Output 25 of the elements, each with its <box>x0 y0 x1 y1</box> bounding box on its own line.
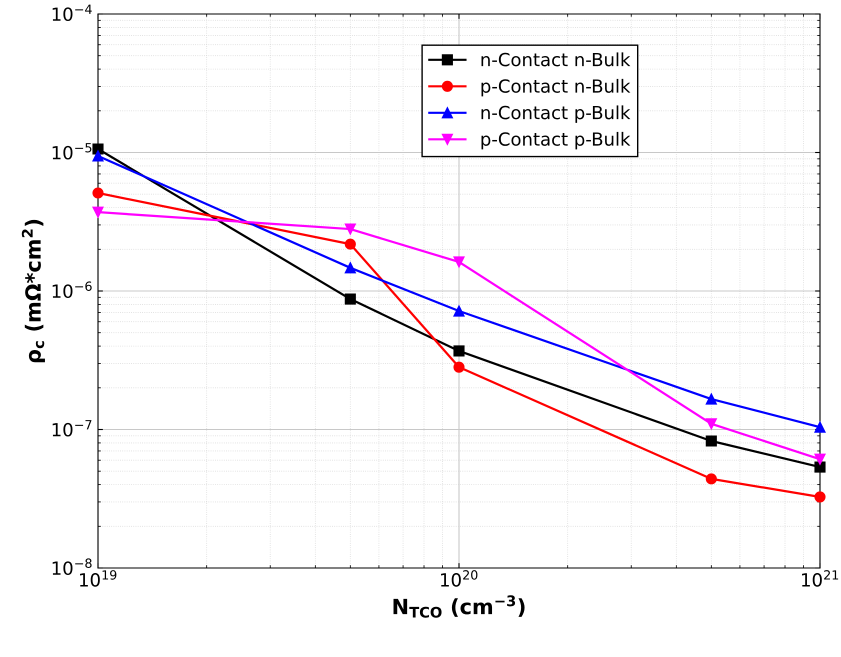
point <box>92 143 104 155</box>
point <box>92 150 104 162</box>
point <box>92 206 104 218</box>
point <box>92 187 104 199</box>
point <box>814 454 826 465</box>
y-tick-label: 10$^{−7}$ <box>52 420 92 436</box>
y-axis-title: ρ$_{c}$ (mΩ*cm$^{2}$) <box>22 220 45 362</box>
point <box>814 491 826 502</box>
x-tick-label: 10$^{19}$ <box>80 570 116 587</box>
point <box>453 256 465 268</box>
y-tick-label: 10$^{−6}$ <box>52 281 92 298</box>
y-tick-label: 10$^{−4}$ <box>52 4 92 21</box>
legend-label: p-Contact n-Bulk <box>482 78 630 96</box>
x-tick-label: 10$^{20}$ <box>441 570 478 587</box>
point <box>453 305 465 317</box>
y-tick-label: 10$^{−5}$ <box>52 143 92 160</box>
legend-label: p-Contact p-Bulk <box>482 132 630 150</box>
x-axis-title: N$_{TCO}$ (cm$^{−3}$) <box>394 595 525 618</box>
point <box>814 461 826 473</box>
point <box>453 345 465 357</box>
x-tick-label: 10$^{21}$ <box>802 570 838 587</box>
point <box>453 362 465 373</box>
legend-label: n-Contact n-Bulk <box>482 52 630 66</box>
point <box>814 422 826 433</box>
legend-label: n-Contact p-Bulk <box>482 105 630 123</box>
